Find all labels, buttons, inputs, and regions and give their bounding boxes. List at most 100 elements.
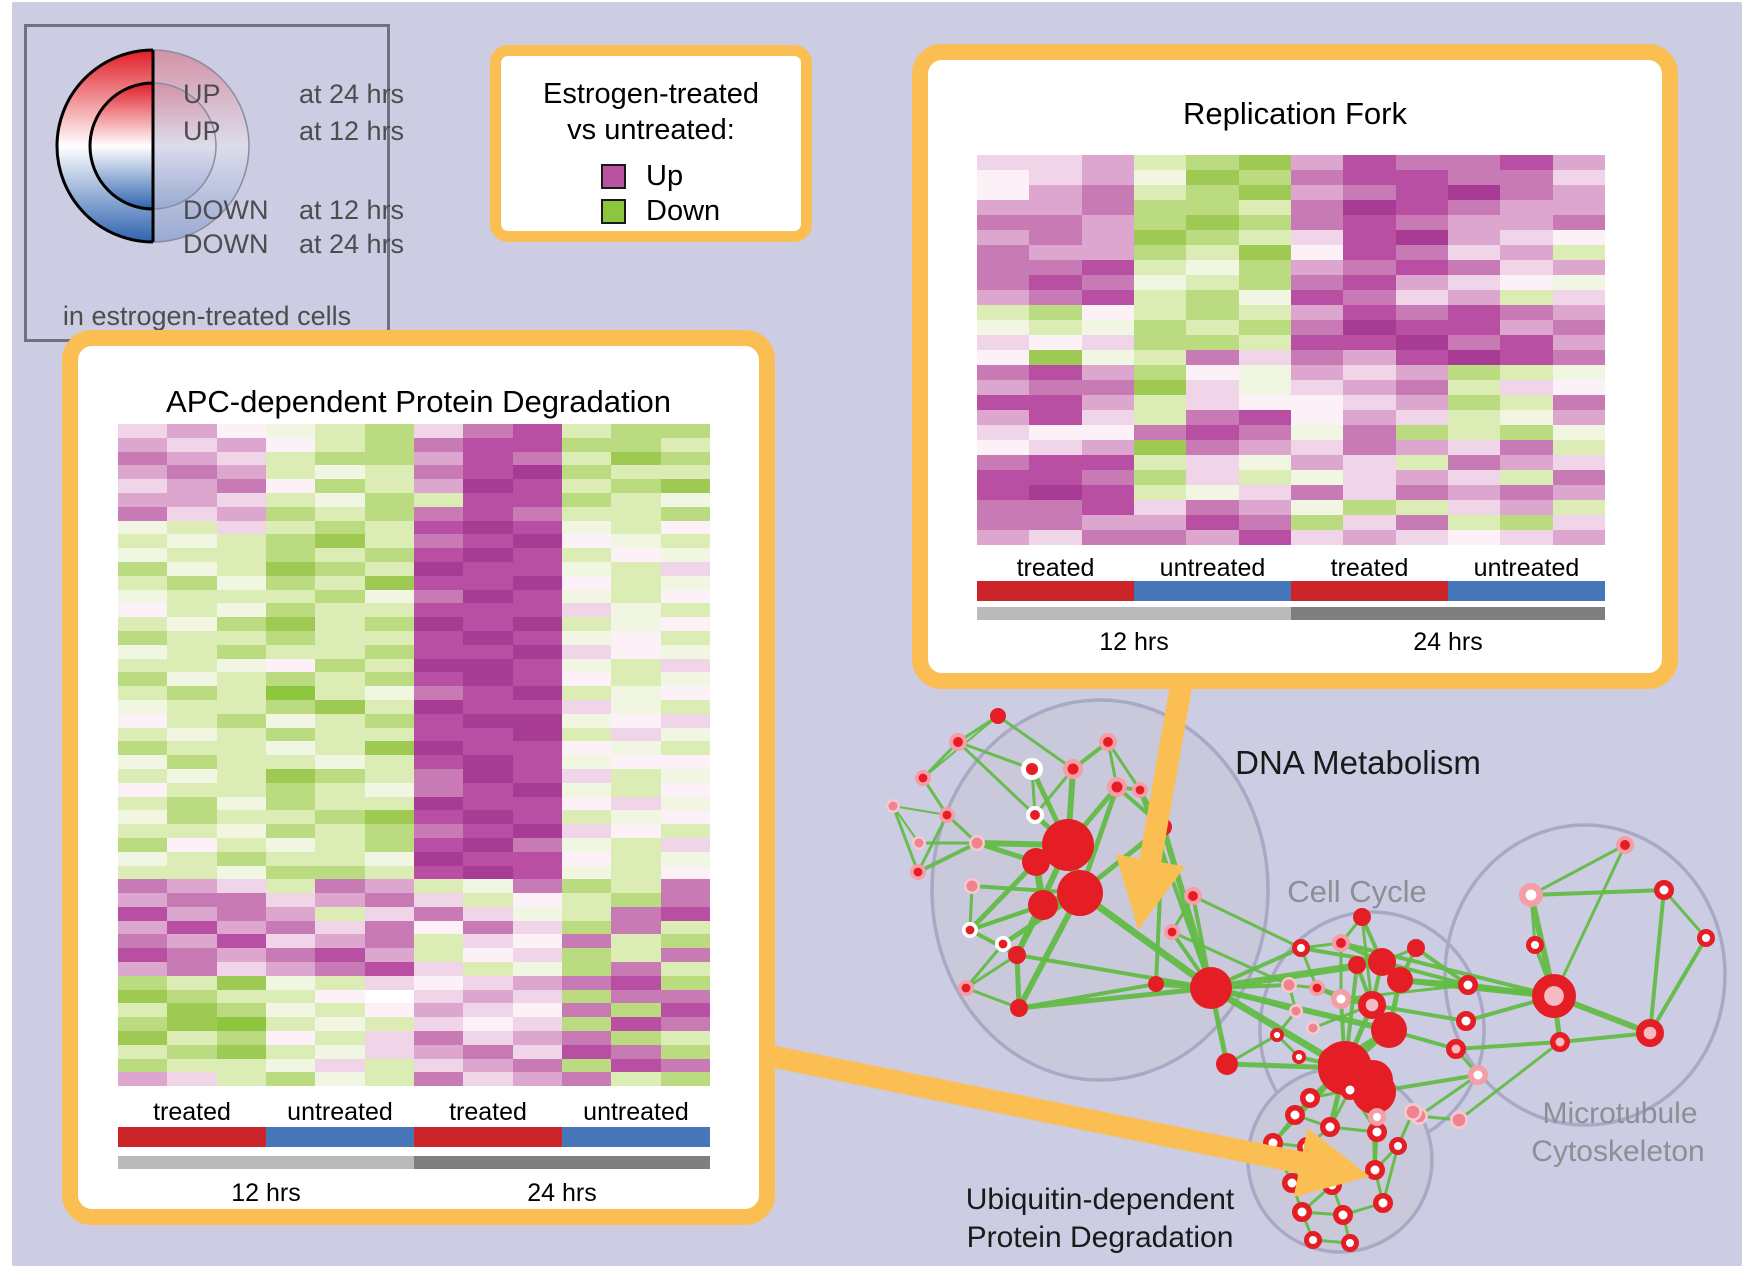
heatmap-cell — [1290, 155, 1344, 170]
heatmap-cell — [265, 1017, 316, 1032]
heatmap-cell — [216, 782, 266, 797]
heatmap-cell — [216, 1044, 266, 1059]
heatmap-cell — [1029, 410, 1082, 425]
heatmap-cell — [1029, 260, 1082, 275]
heatmap-cell — [1186, 440, 1239, 455]
heatmap-cell — [1447, 275, 1501, 290]
heatmap-cell — [611, 534, 661, 549]
heatmap-cell — [118, 727, 168, 742]
heatmap-cell — [364, 810, 414, 825]
heatmap-cell — [1238, 335, 1291, 350]
heatmap-cell — [1290, 230, 1344, 245]
heatmap-cell — [216, 520, 266, 535]
heatmap-cell — [1290, 275, 1344, 290]
heatmap-cell — [265, 865, 316, 880]
heatmap-cell — [315, 1017, 365, 1032]
heatmap-cell — [364, 424, 414, 438]
heatmap-cell — [660, 699, 710, 714]
heatmap-cell — [463, 1058, 513, 1073]
heatmap-cell — [977, 350, 1030, 365]
heatmap-cell — [1343, 485, 1396, 500]
heatmap-cell — [1447, 335, 1501, 350]
heatmap-row — [977, 170, 1605, 185]
heatmap-cell — [167, 686, 217, 700]
heatmap-cell — [1395, 350, 1448, 365]
heatmap-cell — [512, 465, 562, 480]
heatmap-cell — [118, 561, 168, 576]
heatmap-cell — [1395, 155, 1448, 170]
heatmap-row — [118, 451, 710, 466]
heatmap-cell — [118, 920, 168, 935]
heatmap-cell — [512, 492, 562, 507]
heatmap-cell — [512, 920, 562, 935]
legend-footer-line1: in estrogen-treated cells — [62, 301, 352, 331]
heatmap-row — [977, 350, 1605, 365]
heatmap-cell — [216, 465, 266, 480]
heatmap-cell — [512, 644, 562, 659]
heatmap-cell — [463, 768, 513, 783]
heatmap-cell — [265, 851, 316, 866]
heatmap-cell — [1500, 230, 1553, 245]
heatmap-cell — [364, 727, 414, 742]
heatmap-cell — [561, 617, 612, 631]
heatmap-cell — [1447, 485, 1501, 500]
heatmap-cell — [512, 1058, 562, 1073]
heatmap-cell — [265, 879, 316, 894]
heatmap-cell — [118, 948, 168, 963]
heatmap-cell — [118, 768, 168, 783]
heatmap-cell — [1395, 290, 1448, 305]
heatmap-cell — [265, 1003, 316, 1018]
heatmap-cell — [512, 617, 562, 631]
heatmap-cell — [118, 893, 168, 907]
heatmap-cell — [1029, 245, 1082, 260]
heatmap-cell — [1552, 515, 1605, 530]
heatmap-cell — [364, 1031, 414, 1045]
heatmap-cell — [611, 879, 661, 894]
heatmap-cell — [1081, 185, 1134, 200]
heatmap-cell — [315, 893, 365, 907]
heatmap-cell — [463, 561, 513, 576]
heatmap-cell — [413, 424, 464, 438]
heatmap-cell — [512, 755, 562, 769]
heatmap-cell — [1133, 335, 1187, 350]
heatmap-cell — [1238, 185, 1291, 200]
heatmap-cell — [463, 810, 513, 825]
heatmap-cell — [118, 437, 168, 452]
heatmap-cell — [315, 617, 365, 631]
heatmap-cell — [216, 699, 266, 714]
heatmap-cell — [1186, 215, 1239, 230]
heatmap-cell — [1552, 380, 1605, 395]
heatmap-cell — [1133, 260, 1187, 275]
heatmap-cell — [611, 934, 661, 949]
heatmap-cell — [561, 727, 612, 742]
heatmap-cell — [167, 465, 217, 480]
heatmap-cell — [1238, 155, 1291, 170]
heatmap-cell — [611, 479, 661, 493]
heatmap-cell — [561, 741, 612, 756]
heatmap-cell — [1500, 515, 1553, 530]
heatmap-cell — [463, 851, 513, 866]
heatmap-cell — [167, 727, 217, 742]
heatmap-cell — [118, 810, 168, 825]
heatmap-cell — [512, 437, 562, 452]
heatmap-cell — [1029, 500, 1082, 515]
heatmap-cell — [1290, 530, 1344, 545]
heatmap-row — [118, 561, 710, 576]
heatmap-cell — [167, 1072, 217, 1087]
heatmap-cell — [1238, 425, 1291, 440]
heatmap-cell — [561, 686, 612, 700]
heatmap-cell — [1029, 170, 1082, 185]
heatmap-cell — [463, 962, 513, 976]
heatmap-cell — [463, 989, 513, 1004]
cluster-label: Microtubule — [1542, 1097, 1698, 1130]
heatmap-cell — [660, 534, 710, 549]
cluster-label: Ubiquitin-dependent — [965, 1183, 1235, 1216]
heatmap-cell — [1081, 485, 1134, 500]
color-legend-title-line1: Estrogen-treated — [542, 78, 759, 110]
heatmap-cell — [315, 437, 365, 452]
heatmap-cell — [1343, 500, 1396, 515]
heatmap-cell — [1447, 155, 1501, 170]
heatmap-cell — [216, 1031, 266, 1045]
heatmap-cell — [216, 948, 266, 963]
heatmap-cell — [364, 1017, 414, 1032]
